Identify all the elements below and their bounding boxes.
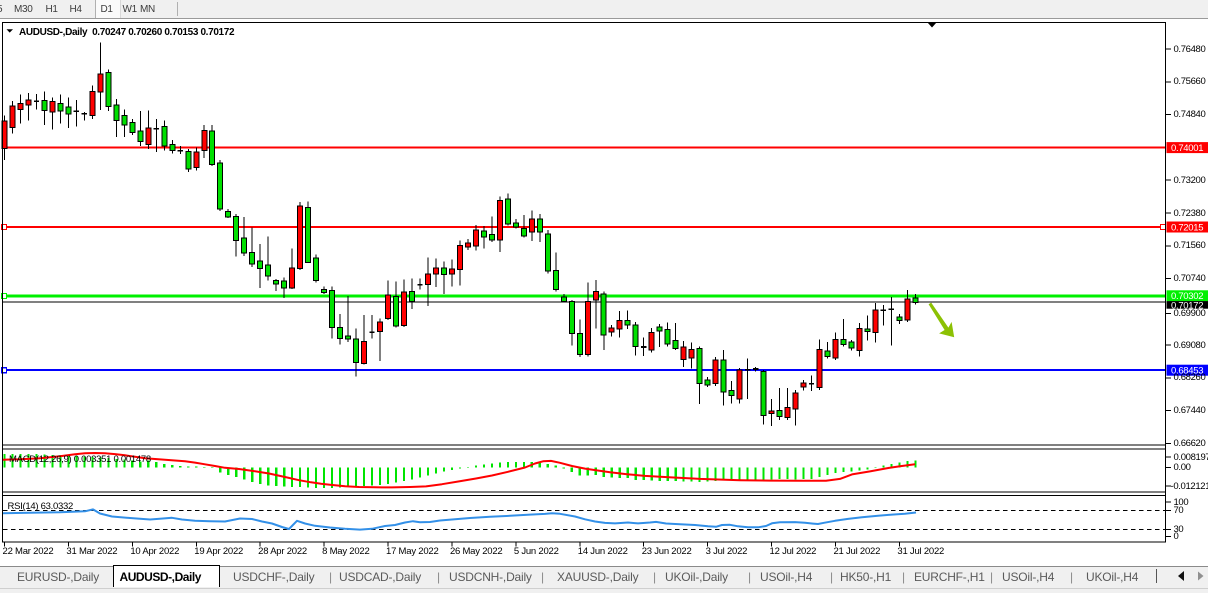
svg-text:0.70302: 0.70302 bbox=[1171, 291, 1203, 302]
svg-text:0.68453: 0.68453 bbox=[1171, 366, 1203, 377]
svg-text:0.74001: 0.74001 bbox=[1171, 143, 1203, 154]
svg-text:0.72015: 0.72015 bbox=[1171, 222, 1203, 233]
svg-text:0.70172: 0.70172 bbox=[1171, 300, 1203, 311]
